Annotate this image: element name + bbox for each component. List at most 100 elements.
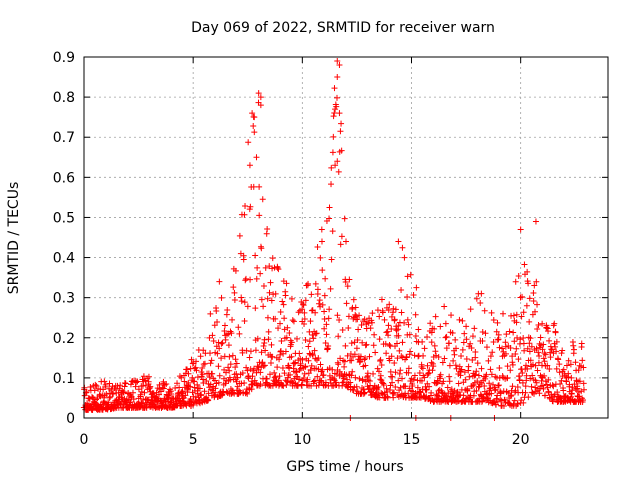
data-point	[543, 381, 550, 388]
data-point	[328, 164, 335, 171]
data-point	[372, 349, 379, 356]
data-point	[556, 369, 563, 376]
data-point	[517, 336, 524, 343]
data-point	[524, 365, 531, 372]
data-point	[185, 370, 192, 377]
data-point	[308, 382, 315, 389]
data-point	[288, 353, 295, 360]
data-point	[421, 374, 428, 381]
data-point	[547, 349, 554, 356]
data-point	[391, 389, 398, 396]
data-point	[279, 298, 286, 305]
data-point	[252, 305, 259, 312]
data-point	[536, 353, 543, 360]
data-point	[134, 378, 141, 385]
data-point	[244, 367, 251, 374]
data-point	[552, 329, 559, 336]
data-point	[354, 316, 361, 323]
data-point	[309, 352, 316, 359]
data-point	[442, 320, 449, 327]
data-point	[314, 243, 321, 250]
data-point	[411, 372, 418, 379]
data-point	[341, 363, 348, 370]
data-point	[513, 345, 520, 352]
data-point	[343, 238, 349, 245]
data-point	[542, 392, 549, 399]
data-point	[349, 368, 356, 375]
data-point	[331, 110, 338, 117]
data-point	[455, 380, 462, 387]
data-point	[539, 374, 546, 381]
data-point	[203, 396, 210, 403]
data-point	[452, 336, 459, 343]
data-point	[498, 397, 505, 404]
data-point	[566, 381, 573, 388]
data-point	[223, 369, 230, 376]
data-points	[80, 58, 587, 421]
data-point	[269, 353, 276, 360]
data-point	[439, 359, 446, 366]
data-point	[221, 322, 228, 329]
data-point	[493, 395, 500, 402]
data-point	[479, 338, 486, 345]
data-point	[232, 364, 239, 371]
data-point	[241, 380, 248, 387]
data-point	[370, 342, 377, 349]
data-point	[396, 347, 403, 354]
data-point	[462, 376, 469, 383]
data-point	[431, 325, 438, 332]
data-point	[239, 370, 246, 377]
data-point	[241, 211, 248, 218]
data-point	[130, 396, 137, 403]
data-point	[157, 388, 164, 395]
data-point	[305, 280, 312, 287]
data-point	[514, 384, 521, 391]
data-point	[281, 370, 288, 377]
data-point	[483, 371, 490, 378]
data-point	[288, 339, 295, 346]
data-point	[174, 380, 181, 387]
data-point	[300, 374, 307, 381]
data-point	[354, 388, 361, 395]
data-point	[409, 383, 416, 390]
data-point	[207, 360, 214, 367]
data-point	[344, 376, 351, 383]
data-point	[291, 360, 298, 367]
data-point	[334, 58, 341, 65]
data-point	[381, 316, 388, 323]
data-point	[560, 387, 567, 394]
data-point	[580, 386, 587, 393]
data-point	[428, 389, 435, 396]
data-point	[392, 384, 399, 391]
data-point	[231, 289, 238, 296]
data-point	[419, 365, 426, 372]
data-point	[321, 315, 328, 322]
data-point	[187, 395, 194, 402]
data-point	[456, 316, 463, 323]
data-point	[184, 366, 191, 373]
data-point	[475, 372, 482, 379]
data-point	[534, 326, 541, 333]
data-point	[158, 404, 165, 411]
data-point	[110, 390, 117, 397]
data-point	[335, 361, 342, 368]
data-point	[254, 264, 261, 271]
data-point	[260, 363, 267, 370]
data-point	[302, 337, 309, 344]
data-point	[301, 316, 308, 323]
x-tick-label: 20	[512, 432, 530, 448]
data-point	[253, 154, 260, 161]
data-point	[251, 365, 258, 372]
data-point	[395, 332, 402, 339]
data-point	[283, 382, 290, 389]
data-point	[383, 350, 390, 357]
data-point	[570, 342, 577, 349]
data-point	[529, 372, 536, 379]
data-point	[266, 289, 273, 296]
data-point	[321, 292, 328, 299]
data-point	[491, 387, 498, 394]
data-point	[201, 360, 208, 367]
data-point	[334, 359, 341, 366]
data-point	[522, 389, 529, 396]
data-point	[539, 346, 546, 353]
